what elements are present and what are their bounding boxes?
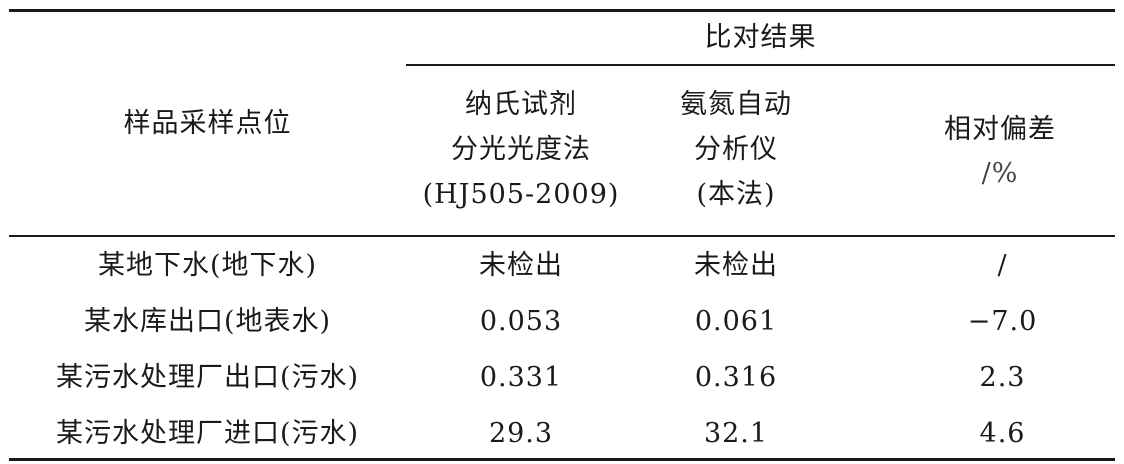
cell-method1-value: 未检出 [479,250,563,281]
cell-method1-value: 0.331 [479,362,563,393]
group-header-comparison-results: 比对结果 [704,22,817,53]
table-row: 某水库出口(地表水) 0.053 0.061 −7.0 [0,293,1124,351]
cell-deviation: / [997,250,1008,281]
group-header-underline [406,64,1115,66]
cell-method1-value: 29.3 [488,418,554,449]
table-row: 某地下水(地下水) 未检出 未检出 / [0,237,1124,295]
cell-method2-value: 未检出 [694,250,778,281]
column-header-method1-line3: (HJ505-2009) [422,179,620,210]
header-bottom-rule [9,235,1115,237]
cell-sample: 某污水处理厂出口(污水) [55,362,360,393]
table-bottom-rule [9,458,1115,461]
column-header-deviation-line1: 相对偏差 [944,114,1056,145]
table-row: 某污水处理厂出口(污水) 0.331 0.316 2.3 [0,349,1124,407]
column-header-method2-line3: (本法) [696,179,776,210]
column-header-method2: 氨氮自动 分析仪 (本法) [636,82,836,217]
column-header-deviation-unit: /% [981,158,1019,189]
column-header-sample-location: 样品采样点位 [123,108,292,139]
table-top-rule [9,9,1115,12]
column-header-method1-line1: 纳氏试剂 [465,89,577,120]
column-header-method1-line2: 分光光度法 [451,134,591,165]
column-header-method2-line1: 氨氮自动 [680,89,792,120]
cell-method2-value: 32.1 [703,418,769,449]
cell-deviation: 2.3 [979,362,1026,393]
cell-method1-value: 0.053 [479,306,563,337]
cell-sample: 某地下水(地下水) [97,250,318,281]
cell-deviation: −7.0 [967,306,1038,337]
cell-sample: 某水库出口(地表水) [83,306,332,337]
cell-method2-value: 0.061 [694,306,778,337]
table-row: 某污水处理厂进口(污水) 29.3 32.1 4.6 [0,405,1124,463]
column-header-relative-deviation: 相对偏差 /% [880,108,1120,196]
cell-deviation: 4.6 [979,418,1026,449]
cell-sample: 某污水处理厂进口(污水) [55,418,360,449]
column-header-method1: 纳氏试剂 分光光度法 (HJ505-2009) [406,82,636,217]
column-header-method2-line2: 分析仪 [694,134,778,165]
cell-method2-value: 0.316 [694,362,778,393]
